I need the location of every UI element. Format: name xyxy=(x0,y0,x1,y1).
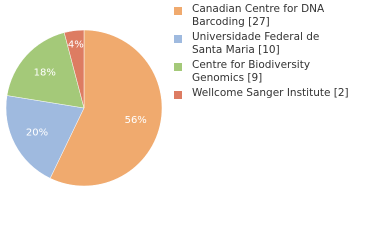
legend-swatch xyxy=(174,35,182,43)
pie-slice xyxy=(49,29,163,187)
slice-label: 4% xyxy=(68,40,84,51)
legend-label: Universidade Federal de Santa Maria [10] xyxy=(192,31,320,56)
legend-label: Wellcome Sanger Institute [2] xyxy=(192,87,349,99)
legend-label: Canadian Centre for DNA Barcoding [27] xyxy=(192,3,325,28)
pie-slice xyxy=(63,29,85,109)
pie-slice xyxy=(5,95,85,179)
pie: 56% 20% 18% 4% xyxy=(5,29,163,187)
slice-label: 20% xyxy=(26,128,48,139)
pie-slice xyxy=(6,32,85,109)
legend-swatch xyxy=(174,7,182,15)
legend-item: Centre for Biodiversity Genomics [9] xyxy=(174,59,352,85)
legend-item: Wellcome Sanger Institute [2] xyxy=(174,87,352,100)
legend-item: Universidade Federal de Santa Maria [10] xyxy=(174,31,352,57)
legend-label: Centre for Biodiversity Genomics [9] xyxy=(192,59,311,84)
slice-label: 18% xyxy=(34,67,56,78)
legend: Canadian Centre for DNA Barcoding [27] Un… xyxy=(174,3,374,102)
legend-swatch xyxy=(174,63,182,71)
legend-item: Canadian Centre for DNA Barcoding [27] xyxy=(174,3,352,29)
slice-label: 56% xyxy=(125,115,147,126)
legend-swatch xyxy=(174,91,182,99)
